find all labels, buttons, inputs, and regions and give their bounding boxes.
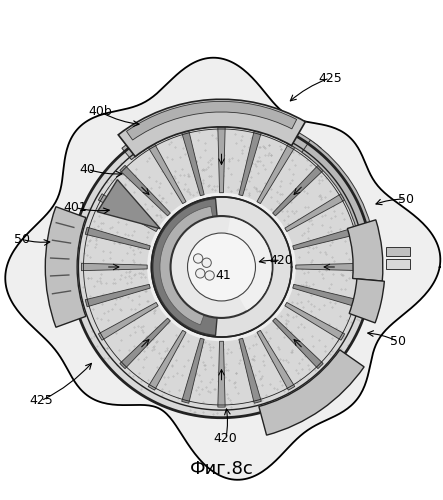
Text: 40b: 40b bbox=[89, 106, 113, 118]
Wedge shape bbox=[302, 140, 374, 242]
Text: 425: 425 bbox=[318, 72, 342, 85]
Wedge shape bbox=[148, 144, 186, 204]
Text: 50: 50 bbox=[14, 233, 30, 246]
Wedge shape bbox=[272, 166, 323, 216]
Wedge shape bbox=[281, 126, 321, 160]
Wedge shape bbox=[239, 130, 261, 196]
Wedge shape bbox=[182, 130, 204, 196]
Bar bbox=[386, 260, 410, 269]
Wedge shape bbox=[120, 166, 171, 216]
Polygon shape bbox=[97, 180, 160, 228]
Wedge shape bbox=[218, 127, 225, 192]
Text: 50: 50 bbox=[390, 335, 406, 348]
Wedge shape bbox=[122, 112, 294, 160]
Wedge shape bbox=[160, 206, 222, 325]
Text: 425: 425 bbox=[29, 394, 53, 407]
Wedge shape bbox=[153, 198, 222, 336]
Text: 41: 41 bbox=[216, 269, 232, 282]
Wedge shape bbox=[222, 218, 272, 310]
Wedge shape bbox=[127, 102, 297, 140]
Wedge shape bbox=[182, 338, 204, 403]
Wedge shape bbox=[239, 338, 261, 403]
Text: 401: 401 bbox=[63, 201, 87, 214]
Wedge shape bbox=[272, 318, 323, 368]
Wedge shape bbox=[257, 330, 295, 390]
Text: 420: 420 bbox=[269, 254, 293, 267]
Wedge shape bbox=[82, 264, 147, 270]
Circle shape bbox=[205, 271, 214, 280]
Wedge shape bbox=[347, 220, 383, 281]
Wedge shape bbox=[296, 264, 361, 270]
Wedge shape bbox=[98, 194, 158, 232]
Text: 420: 420 bbox=[214, 432, 237, 446]
Polygon shape bbox=[5, 58, 440, 480]
Wedge shape bbox=[45, 206, 86, 328]
Wedge shape bbox=[85, 284, 150, 307]
Wedge shape bbox=[218, 342, 225, 407]
Wedge shape bbox=[71, 116, 372, 418]
Wedge shape bbox=[118, 100, 305, 156]
Wedge shape bbox=[98, 302, 158, 340]
Circle shape bbox=[152, 197, 291, 337]
Wedge shape bbox=[349, 279, 385, 323]
Circle shape bbox=[194, 254, 203, 263]
Wedge shape bbox=[257, 144, 295, 204]
Wedge shape bbox=[285, 194, 345, 232]
Wedge shape bbox=[85, 227, 150, 250]
Text: 40: 40 bbox=[80, 163, 96, 176]
Wedge shape bbox=[293, 284, 358, 307]
Circle shape bbox=[187, 233, 256, 301]
Wedge shape bbox=[148, 330, 186, 390]
Wedge shape bbox=[285, 302, 345, 340]
Wedge shape bbox=[293, 227, 358, 250]
Bar bbox=[386, 246, 410, 256]
Wedge shape bbox=[120, 318, 171, 368]
Circle shape bbox=[171, 216, 272, 318]
Wedge shape bbox=[259, 350, 364, 435]
Circle shape bbox=[202, 258, 211, 268]
Text: 50: 50 bbox=[398, 192, 414, 205]
Circle shape bbox=[196, 268, 205, 278]
Text: Фиг.8c: Фиг.8c bbox=[190, 460, 253, 477]
